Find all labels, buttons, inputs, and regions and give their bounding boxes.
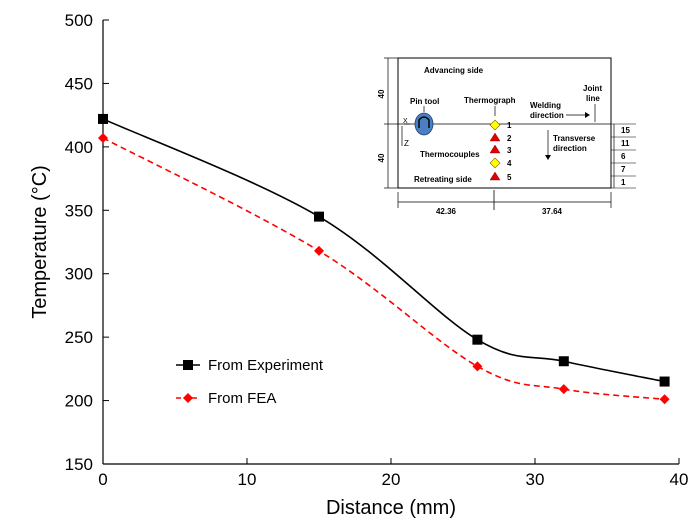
x-tick-label: 10 (238, 470, 257, 489)
thermograph-point-4-marker (489, 157, 501, 169)
x-tick-label: 40 (670, 470, 689, 489)
y-tick-label: 500 (65, 11, 93, 30)
inset-axis-x: X (403, 118, 408, 125)
legend-experiment-label: From Experiment (208, 357, 324, 374)
inset-spacing-5: 1 (621, 178, 626, 187)
y-tick-label: 450 (65, 74, 93, 93)
thermocouple-5-marker (489, 171, 501, 181)
inset-point-label-2: 2 (507, 134, 512, 143)
x-tick-label: 20 (382, 470, 401, 489)
inset-transverse-1: Transverse (553, 134, 596, 143)
inset-spacing-1: 15 (621, 126, 630, 135)
data-point-experiment-3 (558, 356, 569, 367)
y-tick-label: 300 (65, 265, 93, 284)
y-tick-label: 200 (65, 392, 93, 411)
axis-ticks: 0 10 20 30 40 150 200 250 300 350 400 450 500 (65, 11, 689, 489)
series-line-experiment (102, 118, 665, 383)
legend-fea-marker (183, 393, 193, 403)
thermograph-point-1-marker (489, 119, 501, 131)
legend: From Experiment From FEA (176, 357, 324, 407)
data-point-experiment-0 (98, 113, 108, 124)
inset-spacing-3: 6 (621, 152, 626, 161)
legend-experiment-marker (183, 360, 193, 370)
inset-joint-line-1: Joint (583, 84, 602, 93)
y-tick-label: 150 (65, 455, 93, 474)
thermocouple-3-marker (489, 144, 501, 154)
inset-point-label-4: 4 (507, 159, 512, 168)
inset-advancing-side: Advancing side (424, 66, 484, 75)
inset-dim-left: 42.36 (436, 207, 457, 216)
x-tick-label: 30 (526, 470, 545, 489)
inset-welding-dir-1: Welding (530, 101, 561, 110)
inset-diagram: 40 40 42.36 37.64 15 11 6 7 1 Pin tool X (377, 57, 636, 216)
inset-point-label-3: 3 (507, 146, 512, 155)
inset-dim-right: 37.64 (542, 207, 563, 216)
y-axis-title: Temperature (°C) (29, 165, 51, 319)
inset-thermocouples-label: Thermocouples (420, 150, 480, 159)
legend-fea-label: From FEA (208, 390, 276, 407)
inset-spacing-stack: 15 11 6 7 1 (611, 123, 636, 189)
thermocouple-2-marker (489, 132, 501, 142)
series-layer (98, 113, 670, 405)
inset-point-label-1: 1 (507, 121, 512, 130)
inset-transverse-2: direction (553, 144, 587, 153)
data-point-fea-2 (472, 361, 483, 372)
data-point-fea-0 (98, 132, 108, 143)
data-point-experiment-1 (314, 211, 324, 222)
inset-spacing-4: 7 (621, 165, 626, 174)
inset-pin-tool-label: Pin tool (410, 97, 439, 106)
inset-thermograph-label: Thermograph (464, 96, 516, 105)
inset-axis-z: Z (404, 139, 409, 148)
data-point-fea-3 (558, 384, 569, 395)
inset-dim-top: 40 (377, 89, 386, 98)
y-tick-label: 400 (65, 138, 93, 157)
inset-dim-bottom: 40 (377, 153, 386, 162)
inset-welding-dir-2: direction (530, 111, 564, 120)
inset-spacing-2: 11 (621, 139, 630, 148)
inset-plate (397, 57, 612, 189)
inset-point-label-5: 5 (507, 173, 512, 182)
x-axis-title: Distance (mm) (326, 497, 456, 519)
data-point-experiment-2 (472, 334, 483, 345)
inset-joint-line-2: line (586, 94, 600, 103)
data-point-fea-4 (659, 394, 670, 405)
data-point-experiment-4 (659, 376, 670, 387)
y-tick-label: 250 (65, 328, 93, 347)
inset-retreating-side: Retreating side (414, 175, 472, 184)
x-tick-label: 0 (98, 470, 107, 489)
y-tick-label: 350 (65, 201, 93, 220)
data-point-fea-1 (314, 245, 324, 256)
